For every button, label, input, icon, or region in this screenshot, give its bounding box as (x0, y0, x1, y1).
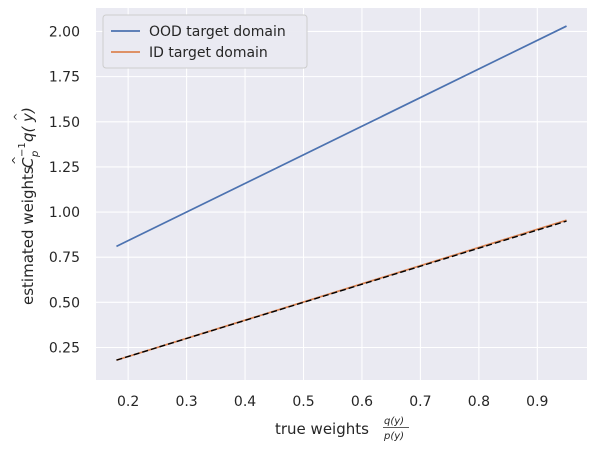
y-axis-label-math: C ^ −1 p q( y ^ ) (10, 107, 41, 168)
y-axis-label-subscript: p (30, 151, 41, 158)
y-axis-label-exponent: −1 (17, 142, 28, 157)
x-axis-label-numerator: q(y) (384, 416, 404, 427)
x-tick-label: 0.7 (409, 394, 431, 410)
y-tick-label: 2.00 (49, 24, 80, 40)
x-tick-label: 0.2 (117, 394, 139, 410)
reference-line-identity (116, 220, 567, 361)
y-axis-label-c: C (19, 157, 37, 168)
y-tick-label: 0.50 (49, 295, 80, 311)
plot-area (96, 8, 587, 380)
y-axis-label-y: y (19, 112, 37, 123)
y-axis-label-q: q( (19, 125, 37, 142)
series-layer (116, 25, 567, 361)
y-tick-label: 1.00 (49, 205, 80, 221)
x-axis-label: true weights (275, 420, 369, 438)
x-tick-label: 0.3 (175, 394, 197, 410)
x-tick-label: 0.8 (468, 394, 490, 410)
x-tick-label: 0.5 (292, 394, 314, 410)
tick-labels: 0.2 0.3 0.4 0.5 0.6 0.7 0.8 0.9 0.25 0.50 0.75 1.00… (49, 24, 549, 410)
legend: OOD target domain ID target domain (102, 14, 308, 69)
legend-label-id: ID target domain (149, 45, 268, 61)
legend-box (102, 14, 308, 69)
x-tick-label: 0.6 (351, 394, 373, 410)
legend-label-ood: OOD target domain (149, 24, 286, 40)
y-axis-label-hat: ^ (10, 156, 23, 165)
y-axis-label: estimated weights C ^ −1 p q( y ^ ) (10, 107, 41, 305)
series-line-ood (116, 25, 567, 248)
y-tick-label: 0.75 (49, 250, 80, 266)
x-axis-label-fraction: q(y) p(y) (383, 416, 409, 442)
x-axis-label-denominator: p(y) (383, 431, 404, 442)
grid-lines (96, 8, 587, 380)
y-tick-label: 1.50 (49, 115, 80, 131)
y-tick-label: 1.75 (49, 70, 80, 86)
y-tick-label: 1.25 (49, 160, 80, 176)
y-axis-label-text: estimated weights (19, 166, 37, 305)
y-axis-label-yhat: ^ (13, 113, 24, 121)
x-tick-label: 0.4 (234, 394, 256, 410)
x-tick-label: 0.9 (526, 394, 548, 410)
y-axis-label-close: ) (19, 107, 37, 114)
y-tick-label: 0.25 (49, 340, 80, 356)
